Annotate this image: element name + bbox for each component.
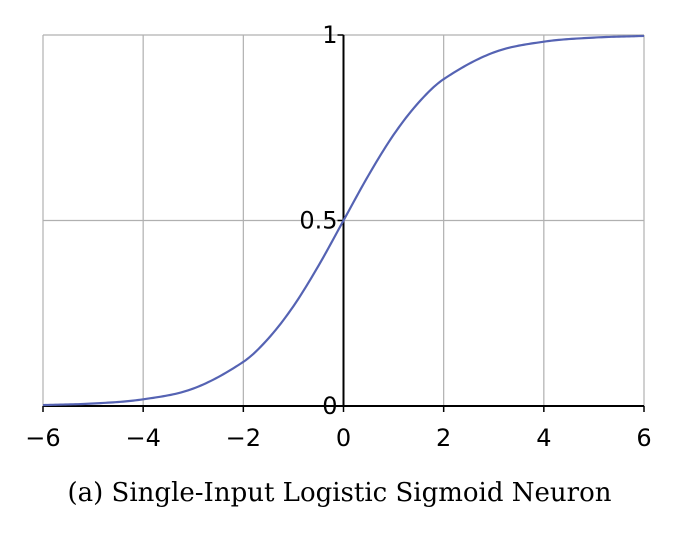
x-tick-label: 6 [636, 424, 651, 452]
y-tick-label: 0.5 [299, 207, 337, 235]
x-tick-label: −4 [125, 424, 160, 452]
y-tick-labels: 00.51 [299, 21, 337, 420]
y-tick-label: 0 [322, 392, 337, 420]
series-group [42, 34, 645, 407]
sigmoid-curve [42, 34, 645, 407]
x-tick-label: 0 [336, 424, 351, 452]
figure-caption: (a) Single-Input Logistic Sigmoid Neuron [67, 478, 612, 508]
sigmoid-chart: −6 −4 −2 0 2 4 6 00.51 [25, 21, 651, 452]
axes [42, 34, 645, 412]
x-tick-label: −6 [25, 424, 60, 452]
x-tick-labels: −6 −4 −2 0 2 4 6 [25, 424, 651, 452]
x-tick-label: −2 [226, 424, 261, 452]
x-tick-label: 4 [536, 424, 551, 452]
x-tick-label: 2 [436, 424, 451, 452]
y-tick-label: 1 [322, 21, 337, 49]
